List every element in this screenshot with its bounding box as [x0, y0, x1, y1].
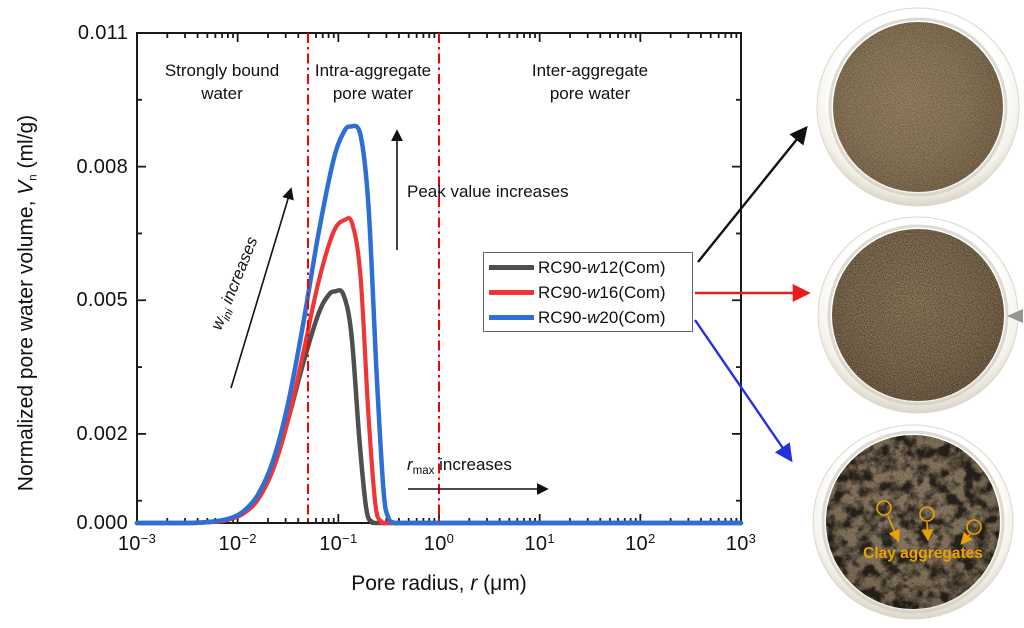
x-tick-label: 10−2 [206, 533, 270, 556]
x-axis-title-text: Pore radius, [351, 572, 470, 595]
legend-label: RC90-w12(Com) [538, 258, 666, 278]
legend-label-post: 12(Com) [599, 258, 665, 277]
x-tick-exponent: 2 [648, 531, 656, 546]
rmax-subscript: max [413, 465, 435, 477]
x-tick-exponent: 0 [447, 531, 455, 546]
x-tick-label: 102 [608, 533, 672, 556]
region-label-inter-aggregate: Inter-aggregate pore water [515, 59, 665, 105]
y-tick-label: 0.002 [48, 423, 128, 446]
region-label-intra-aggregate: Intra-aggregate pore water [298, 59, 448, 105]
x-tick-label: 10−3 [105, 533, 169, 556]
x-tick-base: 10 [319, 533, 342, 555]
legend-swatch-blue [489, 315, 534, 320]
legend-swatch-gray [489, 265, 534, 270]
clay-aggregates-text: Clay aggregates [863, 545, 983, 562]
region-label-line2: pore water [298, 82, 448, 105]
legend-item-rc90-w20: RC90-w20(Com) [484, 305, 692, 330]
x-tick-exponent: −1 [342, 531, 357, 546]
clay-aggregates-label: Clay aggregates [843, 545, 1003, 563]
x-tick-exponent: −2 [241, 531, 256, 546]
x-tick-base: 10 [625, 533, 648, 555]
x-tick-label: 101 [508, 533, 572, 556]
x-axis-title: Pore radius, r (μm) [239, 572, 639, 596]
x-tick-exponent: −3 [141, 531, 156, 546]
legend-label-var: w [587, 283, 599, 302]
legend-label-pre: RC90- [538, 283, 587, 302]
peak-value-annotation: Peak value increases [407, 182, 569, 202]
legend-label-var: w [587, 258, 599, 277]
legend-label-post: 20(Com) [599, 308, 665, 327]
x-tick-exponent: 3 [749, 531, 757, 546]
y-axis-units: (ml/g) [15, 115, 38, 175]
region-label-line2: pore water [515, 82, 665, 105]
legend: RC90-w12(Com) RC90-w16(Com) RC90-w20(Com… [483, 252, 693, 332]
x-tick-label: 100 [407, 533, 471, 556]
legend-label-pre: RC90- [538, 258, 587, 277]
y-tick-label: 0.008 [48, 156, 128, 179]
y-tick-label: 0.000 [48, 512, 128, 535]
x-tick-label: 103 [709, 533, 773, 556]
region-label-line2: water [147, 82, 297, 105]
region-label-line1: Intra-aggregate [298, 59, 448, 82]
wini-annotation: wini increases [208, 234, 264, 333]
x-tick-exponent: 1 [547, 531, 555, 546]
x-tick-base: 10 [424, 533, 447, 555]
y-axis-variable: V [15, 181, 38, 195]
legend-label-post: 16(Com) [599, 283, 665, 302]
text-overlay: Normalized pore water volume, Vn (ml/g) … [0, 0, 1024, 628]
rmax-annotation-text: increases [434, 455, 511, 474]
y-tick-label: 0.005 [48, 289, 128, 312]
wini-annotation-text: increases [217, 234, 262, 310]
region-label-line1: Strongly bound [147, 59, 297, 82]
y-axis-subscript: n [28, 174, 40, 180]
y-axis-title-text: Normalized pore water volume, [15, 195, 38, 491]
legend-item-rc90-w16: RC90-w16(Com) [484, 280, 692, 305]
y-tick-label: 0.011 [48, 22, 128, 45]
legend-label: RC90-w20(Com) [538, 308, 666, 328]
x-tick-base: 10 [524, 533, 547, 555]
region-label-line1: Inter-aggregate [515, 59, 665, 82]
y-axis-title: Normalized pore water volume, Vn (ml/g) [15, 115, 40, 491]
x-tick-base: 10 [219, 533, 242, 555]
x-tick-base: 10 [726, 533, 749, 555]
rmax-annotation: rmax increases [407, 455, 512, 477]
peak-value-annotation-text: Peak value increases [407, 182, 569, 201]
figure: Normalized pore water volume, Vn (ml/g) … [0, 0, 1024, 628]
x-axis-units: (μm) [477, 572, 526, 595]
region-label-strongly-bound: Strongly bound water [147, 59, 297, 105]
legend-label-var: w [587, 308, 599, 327]
legend-label-pre: RC90- [538, 308, 587, 327]
legend-swatch-red [489, 290, 534, 295]
x-tick-base: 10 [118, 533, 141, 555]
legend-item-rc90-w12: RC90-w12(Com) [484, 255, 692, 280]
legend-label: RC90-w16(Com) [538, 283, 666, 303]
x-tick-label: 10−1 [306, 533, 370, 556]
